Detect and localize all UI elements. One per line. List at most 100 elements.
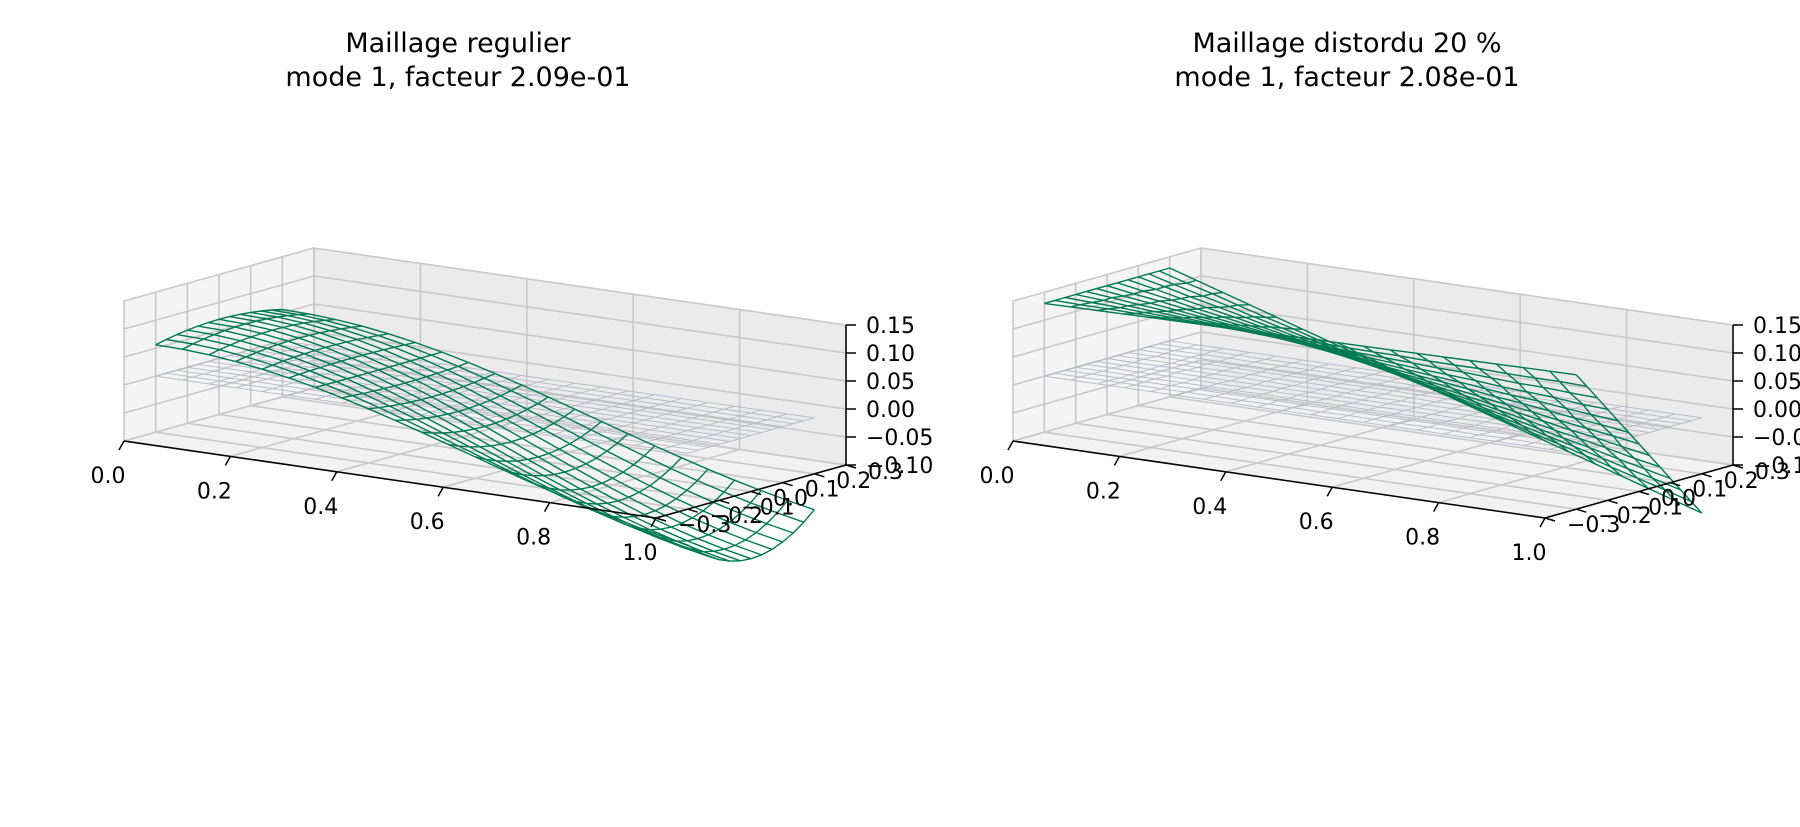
reference-mesh-line	[501, 390, 629, 427]
deformed-mesh-line	[687, 509, 815, 562]
grid-line	[1200, 247, 1734, 326]
y-axis-ticks: −0.3 −0.2 −0.1 0.0 0.1 0.2 0.3	[678, 460, 903, 538]
y-tick	[687, 508, 698, 513]
x-tick	[1220, 471, 1227, 482]
y-tick-label: −0.3	[1567, 513, 1620, 538]
reference-mesh-line	[581, 401, 709, 439]
deformed-mesh-line	[395, 384, 523, 422]
x-tick-label: 0.6	[410, 510, 445, 535]
reference-mesh-line	[1469, 401, 1596, 439]
y-tick	[750, 490, 762, 496]
deformed-mesh-line	[1575, 374, 1703, 514]
x-tick-label: 0.6	[1299, 510, 1334, 535]
deformed-mesh-line	[660, 500, 789, 553]
x-tick-label: 1.0	[623, 541, 658, 566]
reference-mesh-line	[527, 394, 655, 431]
z-tick-label: 0.05	[866, 370, 915, 395]
axis-lines	[1007, 324, 1744, 528]
y-tick-label: 0.0	[1661, 487, 1696, 512]
reference-mesh-line	[1177, 359, 1303, 396]
x-axis-line	[123, 440, 657, 519]
deformed-mesh-line	[1496, 363, 1623, 477]
deformed-mesh-line	[1150, 315, 1277, 319]
deformed-mesh-line	[580, 468, 709, 519]
axis-lines	[118, 324, 857, 528]
y-tick	[814, 473, 825, 478]
grid-line	[1012, 387, 1202, 442]
chart-title-line1: Maillage regulier	[345, 28, 571, 59]
y-tick	[655, 517, 667, 522]
y-tick-label: −0.2	[710, 504, 763, 529]
deformed-mesh	[155, 308, 815, 562]
reference-mesh-line	[315, 363, 443, 400]
reference-mesh-line	[1070, 344, 1197, 381]
y-tick	[1701, 473, 1712, 478]
reference-mesh-line	[1097, 348, 1224, 385]
reference-mesh-line	[1044, 340, 1170, 377]
grid-line	[313, 359, 847, 438]
grid-lines	[1012, 247, 1734, 519]
reference-mesh-line	[1283, 375, 1410, 412]
reference-mesh-line	[554, 398, 682, 435]
reference-mesh-line	[1123, 351, 1250, 389]
reference-mesh-line	[235, 351, 363, 389]
y-tick	[1544, 517, 1556, 522]
deformed-mesh-line	[474, 420, 602, 463]
deformed-mesh-line	[288, 341, 416, 379]
grid-line	[1012, 247, 1202, 302]
y-tick-label: −0.1	[741, 495, 794, 520]
deformed-mesh-line	[208, 318, 336, 356]
reference-mesh-line	[1203, 363, 1330, 400]
reference-mesh-line	[182, 344, 310, 381]
grid-line	[1106, 413, 1640, 493]
grid-line	[123, 303, 315, 358]
chart-title-line1: Maillage distordu 20 %	[1192, 28, 1501, 59]
deformed-mesh-line	[341, 361, 469, 399]
grid-line	[1200, 387, 1734, 466]
reference-mesh-line	[1310, 378, 1436, 416]
grid-line	[1012, 303, 1202, 358]
deformed-mesh-line	[1070, 279, 1197, 308]
grid-line	[123, 387, 315, 442]
deformed-mesh-line	[181, 313, 309, 350]
x-tick	[650, 517, 657, 528]
y-tick-label: −0.2	[1598, 504, 1651, 529]
reference-mesh-line	[1150, 355, 1277, 393]
reference-mesh-line	[660, 413, 788, 450]
x-tick-label: 0.0	[91, 464, 126, 489]
z-tick-label: −0.05	[1753, 426, 1800, 451]
z-axis-ticks: −0.10 −0.05 0.00 0.05 0.10 0.15	[866, 314, 933, 479]
subplot-regular-mesh: Maillage regulier mode 1, facteur 2.09e-…	[91, 28, 934, 566]
z-tick-label: 0.10	[1753, 342, 1800, 367]
x-tick-label: 1.0	[1512, 541, 1547, 566]
y-tick	[1638, 490, 1650, 496]
y-tick-label: 0.1	[1692, 478, 1727, 503]
y-tick	[782, 481, 793, 487]
reference-mesh-line	[1230, 367, 1357, 404]
deformed-mesh-line	[1389, 349, 1516, 428]
y-tick-label: −0.1	[1630, 495, 1683, 520]
deformed-mesh-line	[1044, 267, 1170, 305]
x-tick	[1326, 486, 1333, 497]
deformed-mesh-line	[448, 408, 576, 448]
deformed-mesh-line	[1124, 304, 1250, 315]
reference-mesh-line	[1496, 405, 1623, 443]
grid-line	[1138, 404, 1671, 484]
y-tick-label: 0.1	[805, 478, 840, 503]
reference-mesh-line	[368, 371, 496, 408]
z-tick-label: 0.10	[866, 342, 915, 367]
grid-line	[155, 431, 688, 510]
x-axis-line	[1012, 440, 1546, 519]
x-tick	[1539, 517, 1546, 528]
deformed-mesh-line	[1310, 338, 1436, 392]
x-tick	[1113, 456, 1121, 466]
x-tick	[118, 440, 125, 451]
y-tick	[1607, 499, 1618, 505]
y-tick-label: 0.3	[1755, 460, 1790, 485]
x-tick-label: 0.8	[1405, 526, 1440, 551]
y-tick-label: 0.2	[836, 469, 871, 494]
z-tick-label: 0.05	[1753, 370, 1800, 395]
deformed-mesh-line	[554, 457, 682, 505]
z-tick-label: 0.15	[866, 314, 915, 339]
